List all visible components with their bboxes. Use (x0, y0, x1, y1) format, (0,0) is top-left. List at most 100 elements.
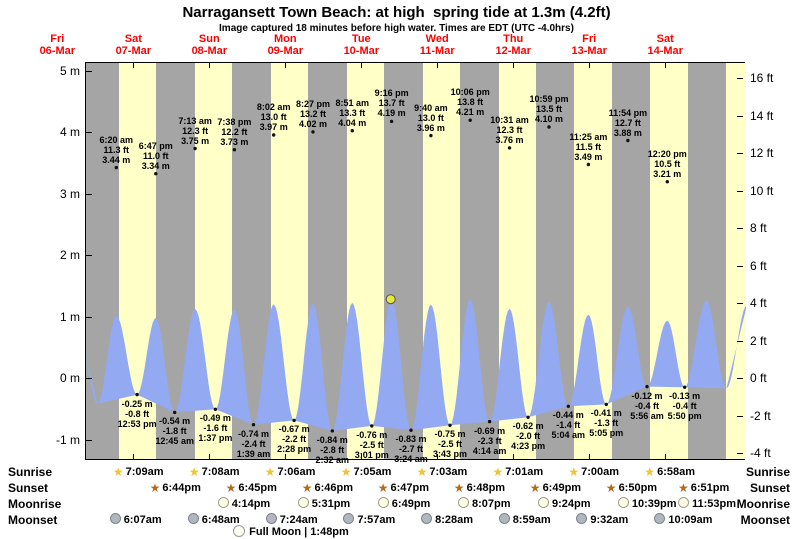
bottom-axis-tick (437, 454, 439, 459)
high-tide-dot (586, 162, 591, 167)
right-axis-label: 2 ft (750, 333, 767, 348)
low-tide-dot (370, 424, 374, 428)
sunrise-star-icon: ★ (568, 465, 580, 479)
low-tide-label: -0.75 m -2.5 ft 3:43 pm (432, 429, 467, 460)
sunrise-star-icon: ★ (644, 465, 656, 479)
right-axis-label: 4 ft (750, 296, 767, 311)
top-axis-tick (665, 63, 667, 68)
bottom-axis-tick (665, 454, 667, 459)
moonset-item: 7:24am (265, 513, 318, 528)
sunset-time: 6:46pm (314, 482, 353, 494)
moonset-label-left: Moonset (8, 513, 58, 527)
sunset-label-left: Sunset (8, 481, 49, 495)
moonset-moon-icon (187, 513, 199, 524)
right-axis-tick (737, 378, 743, 380)
day-label: Mon 09-Mar (267, 33, 304, 57)
left-axis-tick (86, 255, 92, 257)
high-tide-label: 12:20 pm 10.5 ft 3.21 m (647, 148, 687, 179)
left-axis-label: -1 m (56, 432, 80, 447)
low-tide-label: -0.76 m -2.5 ft 3:01 pm (354, 429, 389, 460)
high-tide-dot (507, 146, 512, 150)
sunrise-star-icon: ★ (340, 465, 352, 479)
sunset-time: 6:45pm (238, 482, 277, 494)
high-tide-dot (626, 138, 630, 143)
sunrise-star-icon: ★ (264, 465, 276, 479)
right-axis-tick (737, 340, 743, 342)
moonrise-label-left: Moonrise (8, 497, 62, 511)
sunrise-item: ★ 7:01am (493, 465, 544, 480)
day-label: Wed 11-Mar (419, 33, 455, 57)
left-axis-tick (86, 439, 92, 441)
high-tide-label: 11:54 pm 12.7 ft 3.88 m (608, 107, 648, 138)
sunset-star-icon: ★ (225, 481, 237, 495)
moonset-moon-icon (576, 513, 588, 524)
sunrise-time: 7:03am (429, 466, 468, 478)
moonrise-moon-icon (678, 497, 689, 508)
low-tide-label: -0.44 m -1.4 ft 5:04 am (551, 410, 586, 441)
day-label: Fri 06-Mar (39, 33, 76, 57)
moonset-label-right: Moonset (740, 513, 790, 527)
moonset-item: 8:59am (498, 513, 551, 528)
moonrise-moon-icon (217, 497, 229, 508)
left-axis-label: 2 m (59, 248, 80, 263)
sunrise-time: 7:08am (201, 466, 240, 478)
sunset-star-icon: ★ (529, 481, 541, 495)
high-tide-label: 10:59 pm 13.5 ft 4.10 m (529, 94, 569, 124)
low-tide-dot (292, 418, 296, 423)
moonset-time: 7:24am (279, 514, 318, 526)
current-level-marker (385, 294, 396, 305)
left-axis-label: 5 m (59, 63, 80, 78)
day-label: Sat 07-Mar (115, 33, 152, 57)
bottom-axis-tick (361, 454, 363, 459)
low-tide-dot (213, 407, 218, 411)
low-tide-label: -0.25 m -0.8 ft 12:53 pm (117, 398, 157, 429)
top-axis-tick (133, 63, 135, 68)
high-tide-dot (193, 146, 197, 151)
sunrise-item: ★ 7:03am (417, 465, 468, 480)
daylight-band (650, 63, 688, 459)
moonset-time: 7:57am (357, 514, 396, 526)
moonset-moon-icon (109, 513, 121, 524)
low-tide-dot (330, 429, 334, 433)
left-axis-tick (86, 193, 92, 195)
sunrise-time: 7:06am (277, 466, 316, 478)
sunrise-item: ★ 7:05am (341, 465, 392, 480)
sunrise-time: 6:58am (657, 466, 695, 478)
sunrise-star-icon: ★ (112, 465, 124, 479)
moonset-time: 9:32am (590, 514, 629, 526)
sunset-time: 6:47pm (390, 482, 429, 494)
bottom-axis-tick (285, 454, 287, 459)
sunrise-item: ★ 6:58am (644, 465, 695, 480)
low-tide-label: -0.49 m -1.6 ft 1:37 pm (198, 413, 233, 444)
sunset-item: ★ 6:49pm (530, 481, 581, 496)
right-axis-tick (737, 115, 743, 117)
moonrise-item: 9:24pm (538, 497, 591, 512)
sunset-time: 6:48pm (466, 482, 506, 494)
right-axis-label: 10 ft (750, 183, 774, 198)
full-moon-text: Full Moon | 1:48pm (249, 526, 349, 538)
sunset-time: 6:44pm (162, 482, 201, 494)
moonrise-item: 10:39pm (617, 497, 677, 512)
chart-title: Narragansett Town Beach: at high spring … (182, 4, 611, 21)
sunrise-item: ★ 7:06am (265, 465, 316, 480)
moonset-item: 6:48am (187, 513, 240, 528)
moonset-time: 6:07am (123, 514, 162, 526)
moonset-time: 6:48am (201, 514, 240, 526)
top-axis-tick (209, 63, 211, 68)
moonrise-time: 10:39pm (631, 498, 677, 510)
moonset-item: 8:28am (421, 513, 473, 528)
low-tide-label: -0.84 m -2.8 ft 2:32 am (315, 434, 350, 465)
plot-area: 6:20 am 11.3 ft 3.44 m 6:47 pm 11.0 ft 3.… (85, 62, 746, 465)
moonset-time: 10:09am (668, 514, 713, 526)
moonset-item: 6:07am (109, 513, 162, 528)
moonset-item: 10:09am (654, 513, 712, 528)
sunrise-label-right: Sunrise (745, 465, 790, 479)
sunrise-star-icon: ★ (492, 465, 504, 479)
top-axis-tick (513, 63, 515, 68)
day-label: Sat 14-Mar (647, 33, 683, 57)
high-tide-dot (547, 125, 551, 129)
moonset-item: 9:32am (576, 513, 628, 528)
moonrise-time: 4:14pm (231, 498, 271, 510)
moonrise-label-right: Moonrise (736, 497, 790, 511)
moonrise-item: 11:53pm (678, 497, 736, 512)
